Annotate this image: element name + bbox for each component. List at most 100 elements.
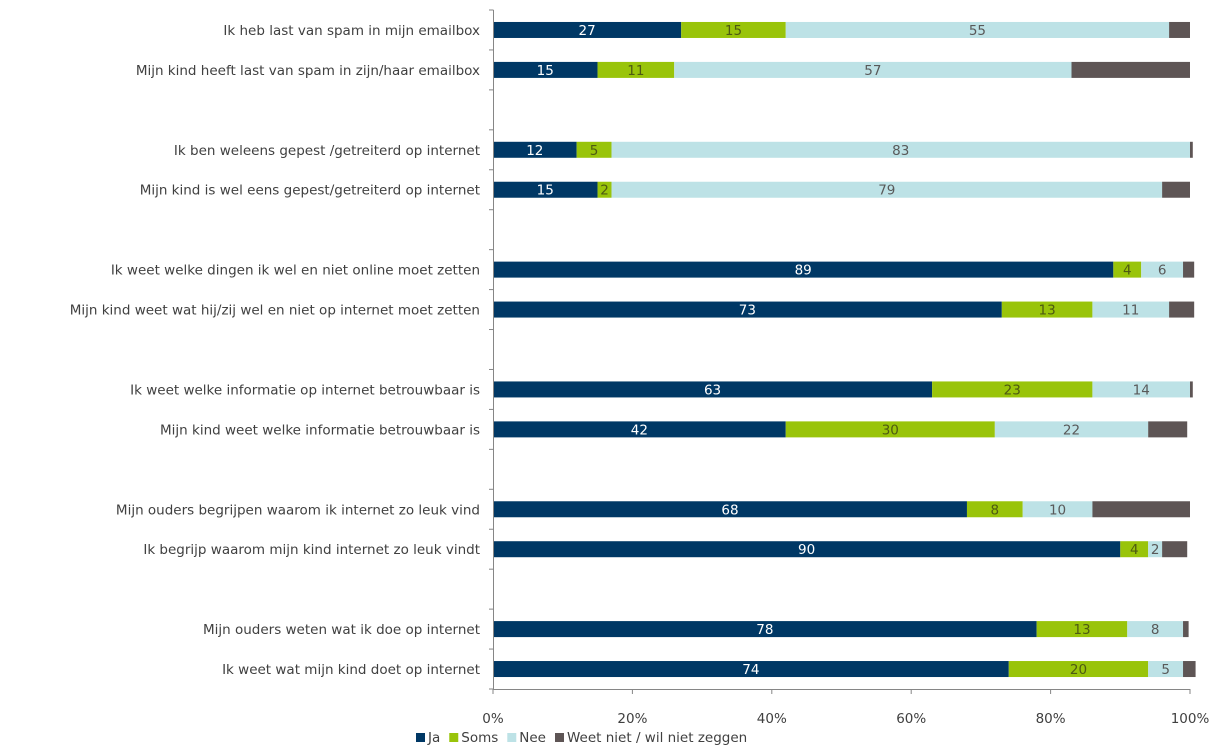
data-label: 11: [627, 63, 644, 79]
data-label: 10: [1049, 502, 1066, 518]
legend-swatch: [555, 733, 564, 742]
data-label: 42: [631, 422, 648, 438]
bar-segment-nee: [1148, 541, 1163, 558]
bar-segment-weet-niet-wil-niet-zeggen: [1183, 661, 1196, 678]
data-label: 23: [1004, 382, 1021, 398]
bar-segment-ja: [493, 141, 577, 158]
bar-segment-ja: [493, 621, 1037, 638]
bar-segment-ja: [493, 501, 967, 518]
bar-segment-soms: [1036, 621, 1128, 638]
bar-segment-weet-niet-wil-niet-zeggen: [1169, 301, 1195, 318]
data-label: 63: [704, 382, 721, 398]
legend-swatch: [416, 733, 425, 742]
data-label: 11: [1122, 303, 1139, 319]
bar-segment-weet-niet-wil-niet-zeggen: [1190, 141, 1193, 158]
data-label: 57: [864, 63, 881, 79]
bar-segment-soms: [597, 181, 612, 198]
category-label: Mijn kind heeft last van spam in zijn/ha…: [136, 63, 480, 79]
data-label: 4: [1123, 263, 1132, 279]
data-label: 55: [969, 23, 986, 39]
data-label: 89: [795, 263, 812, 279]
bar-segment-soms: [966, 501, 1023, 518]
x-tick-label: 60%: [896, 711, 926, 727]
data-label: 22: [1063, 422, 1080, 438]
category-label: Mijn ouders begrijpen waarom ik internet…: [116, 502, 480, 518]
bar-segment-soms: [932, 381, 1093, 398]
data-label: 78: [756, 622, 773, 638]
bar-segment-weet-niet-wil-niet-zeggen: [1071, 61, 1190, 78]
bar-segment-soms: [681, 21, 786, 38]
data-label: 13: [1073, 622, 1090, 638]
bar-segment-soms: [1113, 261, 1142, 278]
data-label: 5: [1161, 662, 1170, 678]
legend-swatch: [507, 733, 517, 742]
bar-segment-nee: [785, 21, 1170, 38]
data-label: 12: [526, 143, 543, 159]
data-label: 30: [882, 422, 899, 438]
bar-segment-weet-niet-wil-niet-zeggen: [1162, 541, 1188, 558]
legend-label: Weet niet / wil niet zeggen: [567, 730, 747, 746]
data-label: 14: [1133, 382, 1150, 398]
data-label: 2: [600, 183, 609, 199]
bar-segment-nee: [1092, 381, 1190, 398]
bar-segment-weet-niet-wil-niet-zeggen: [1148, 421, 1188, 438]
bar-segment-ja: [493, 541, 1121, 558]
data-label: 13: [1039, 303, 1056, 319]
bar-segment-ja: [493, 661, 1009, 678]
category-label: Mijn kind weet wat hij/zij wel en niet o…: [70, 303, 480, 319]
data-label: 68: [721, 502, 738, 518]
bar-segment-ja: [493, 301, 1002, 318]
bar-segment-ja: [493, 61, 598, 78]
category-label: Ik begrijp waarom mijn kind internet zo …: [143, 542, 480, 558]
bar-segment-nee: [1127, 621, 1184, 638]
category-label: Ik heb last van spam in mijn emailbox: [223, 23, 480, 39]
data-label: 6: [1158, 263, 1167, 279]
bar-segment-ja: [493, 181, 598, 198]
data-label: 8: [991, 502, 1000, 518]
x-tick-label: 100%: [1171, 711, 1210, 727]
data-label: 27: [579, 23, 596, 39]
bar-segment-weet-niet-wil-niet-zeggen: [1169, 21, 1190, 38]
bar-segment-nee: [1141, 261, 1184, 278]
bar-segment-weet-niet-wil-niet-zeggen: [1190, 381, 1193, 398]
data-label: 79: [878, 183, 895, 199]
category-label: Ik weet welke informatie op internet bet…: [130, 382, 480, 398]
data-label: 83: [892, 143, 909, 159]
data-label: 5: [590, 143, 599, 159]
category-label: Mijn ouders weten wat ik doe op internet: [203, 622, 480, 638]
bar-segment-nee: [611, 141, 1190, 158]
bar-segment-nee: [1022, 501, 1093, 518]
x-tick-label: 80%: [1036, 711, 1066, 727]
bar-segment-soms: [597, 61, 675, 78]
category-label: Mijn kind weet welke informatie betrouwb…: [160, 422, 480, 438]
bar-segment-ja: [493, 261, 1114, 278]
bar-segment-soms: [1001, 301, 1093, 318]
bar-segment-nee: [674, 61, 1072, 78]
data-label: 2: [1151, 542, 1160, 558]
bar-segment-nee: [611, 181, 1163, 198]
legend-swatch: [449, 733, 459, 742]
bar-segment-ja: [493, 21, 682, 38]
bar-segment-weet-niet-wil-niet-zeggen: [1183, 621, 1189, 638]
x-tick-label: 0%: [482, 711, 504, 727]
data-label: 4: [1130, 542, 1139, 558]
bar-segment-weet-niet-wil-niet-zeggen: [1092, 501, 1190, 518]
bar-segment-ja: [493, 421, 786, 438]
category-label: Ik weet wat mijn kind doet op internet: [222, 662, 480, 678]
category-label: Mijn kind is wel eens gepest/getreiterd …: [140, 183, 480, 199]
data-label: 8: [1151, 622, 1160, 638]
x-tick-label: 20%: [617, 711, 647, 727]
data-label: 15: [725, 23, 742, 39]
bar-segment-nee: [1092, 301, 1170, 318]
category-label: Ik weet welke dingen ik wel en niet onli…: [111, 263, 480, 279]
bar-segment-nee: [1148, 661, 1184, 678]
bar-segment-nee: [994, 421, 1149, 438]
legend-label: Ja: [427, 730, 440, 746]
bar-segment-ja: [493, 381, 933, 398]
legend-label: Soms: [461, 730, 498, 746]
x-tick-label: 40%: [757, 711, 787, 727]
data-label: 90: [798, 542, 815, 558]
bar-segment-soms: [1008, 661, 1149, 678]
